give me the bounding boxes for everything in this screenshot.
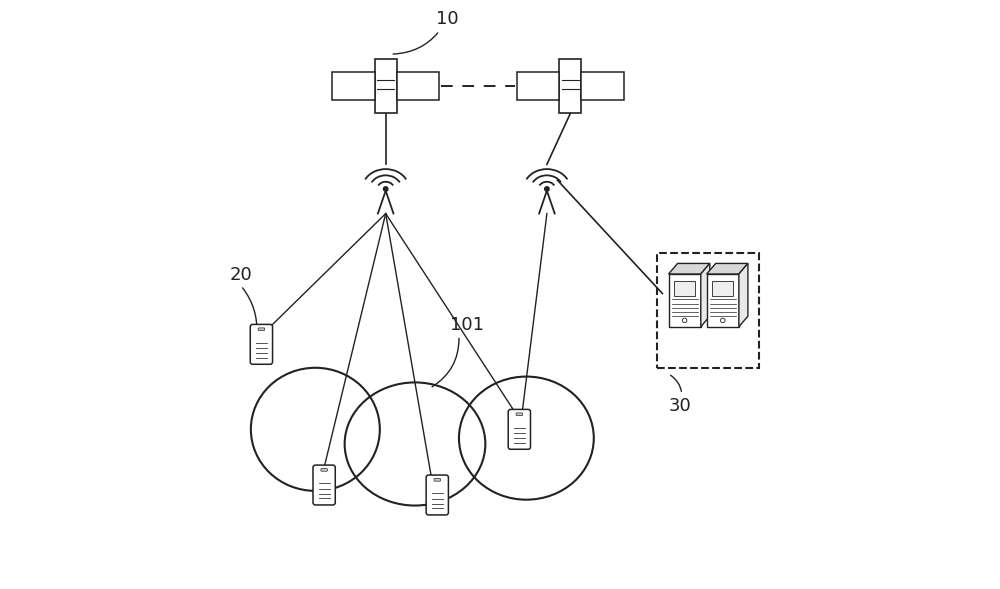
Text: 10: 10 (393, 10, 458, 54)
Polygon shape (739, 263, 748, 327)
Polygon shape (669, 263, 710, 274)
Text: 101: 101 (450, 316, 484, 334)
FancyBboxPatch shape (375, 59, 397, 113)
Text: 30: 30 (668, 375, 691, 415)
FancyBboxPatch shape (313, 465, 335, 505)
FancyBboxPatch shape (397, 72, 439, 101)
FancyBboxPatch shape (250, 325, 273, 364)
Polygon shape (701, 263, 710, 327)
FancyBboxPatch shape (332, 72, 375, 101)
Polygon shape (707, 274, 739, 327)
FancyBboxPatch shape (674, 282, 695, 296)
FancyBboxPatch shape (508, 409, 530, 449)
Text: 20: 20 (229, 266, 252, 284)
Circle shape (545, 187, 549, 191)
FancyBboxPatch shape (581, 72, 624, 101)
FancyBboxPatch shape (258, 328, 265, 330)
FancyBboxPatch shape (712, 282, 733, 296)
FancyBboxPatch shape (434, 479, 440, 481)
FancyBboxPatch shape (426, 475, 448, 515)
Polygon shape (669, 274, 701, 327)
FancyBboxPatch shape (559, 59, 581, 113)
FancyBboxPatch shape (321, 469, 327, 471)
Polygon shape (707, 263, 748, 274)
FancyBboxPatch shape (516, 413, 523, 415)
Circle shape (383, 187, 388, 191)
FancyBboxPatch shape (517, 72, 559, 101)
